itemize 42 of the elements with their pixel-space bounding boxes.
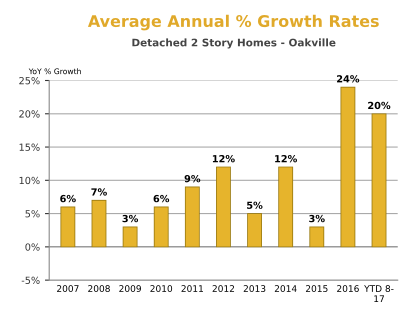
bar xyxy=(92,200,106,248)
data-label: 12% xyxy=(275,154,298,162)
x-tick-label: 2008 xyxy=(88,285,110,292)
y-tick-label: 15% xyxy=(20,144,40,151)
bar xyxy=(154,206,169,248)
y-tick-label: 5% xyxy=(26,210,40,218)
chart-title: Average Annual % Growth Rates xyxy=(88,14,379,30)
bar xyxy=(216,166,231,248)
bar xyxy=(340,86,356,248)
x-tick-label: 2009 xyxy=(119,285,141,292)
y-tick-label: 25% xyxy=(19,76,40,84)
bar xyxy=(309,226,324,248)
data-label: 7% xyxy=(91,188,107,196)
data-label: 5% xyxy=(247,202,263,209)
x-tick-label: 2007 xyxy=(57,285,79,292)
bar xyxy=(278,166,294,248)
x-tick-label: 2015 xyxy=(306,285,328,292)
data-label: 20% xyxy=(368,102,390,110)
bar xyxy=(247,213,262,248)
data-label: 3% xyxy=(309,214,325,222)
data-label: 24% xyxy=(337,75,360,82)
y-tick-label: 20% xyxy=(19,110,40,118)
x-tick-label: 2011 xyxy=(182,285,203,292)
bar xyxy=(184,186,200,248)
bar xyxy=(122,226,138,248)
bar xyxy=(60,206,76,248)
data-label: 6% xyxy=(154,194,170,202)
bar xyxy=(372,113,386,248)
data-label: 3% xyxy=(122,214,138,222)
x-tick-label: 2014 xyxy=(274,285,297,292)
chart-subtitle: Detached 2 Story Homes - Oakville xyxy=(132,38,336,49)
data-label: 9% xyxy=(184,174,200,182)
data-label: 6% xyxy=(60,194,76,202)
y-tick-label: 10% xyxy=(20,176,40,184)
x-tick-label: 2016 xyxy=(337,285,359,292)
y-tick-label: 0% xyxy=(25,243,40,251)
x-tick-label: 2013 xyxy=(244,285,266,292)
x-tick-label: 2012 xyxy=(212,285,234,292)
x-tick-label: 2010 xyxy=(150,285,172,292)
data-label: 12% xyxy=(212,154,235,162)
y-tick-label: -5% xyxy=(22,276,40,284)
x-tick-label: YTD 8- 17 xyxy=(364,285,394,302)
